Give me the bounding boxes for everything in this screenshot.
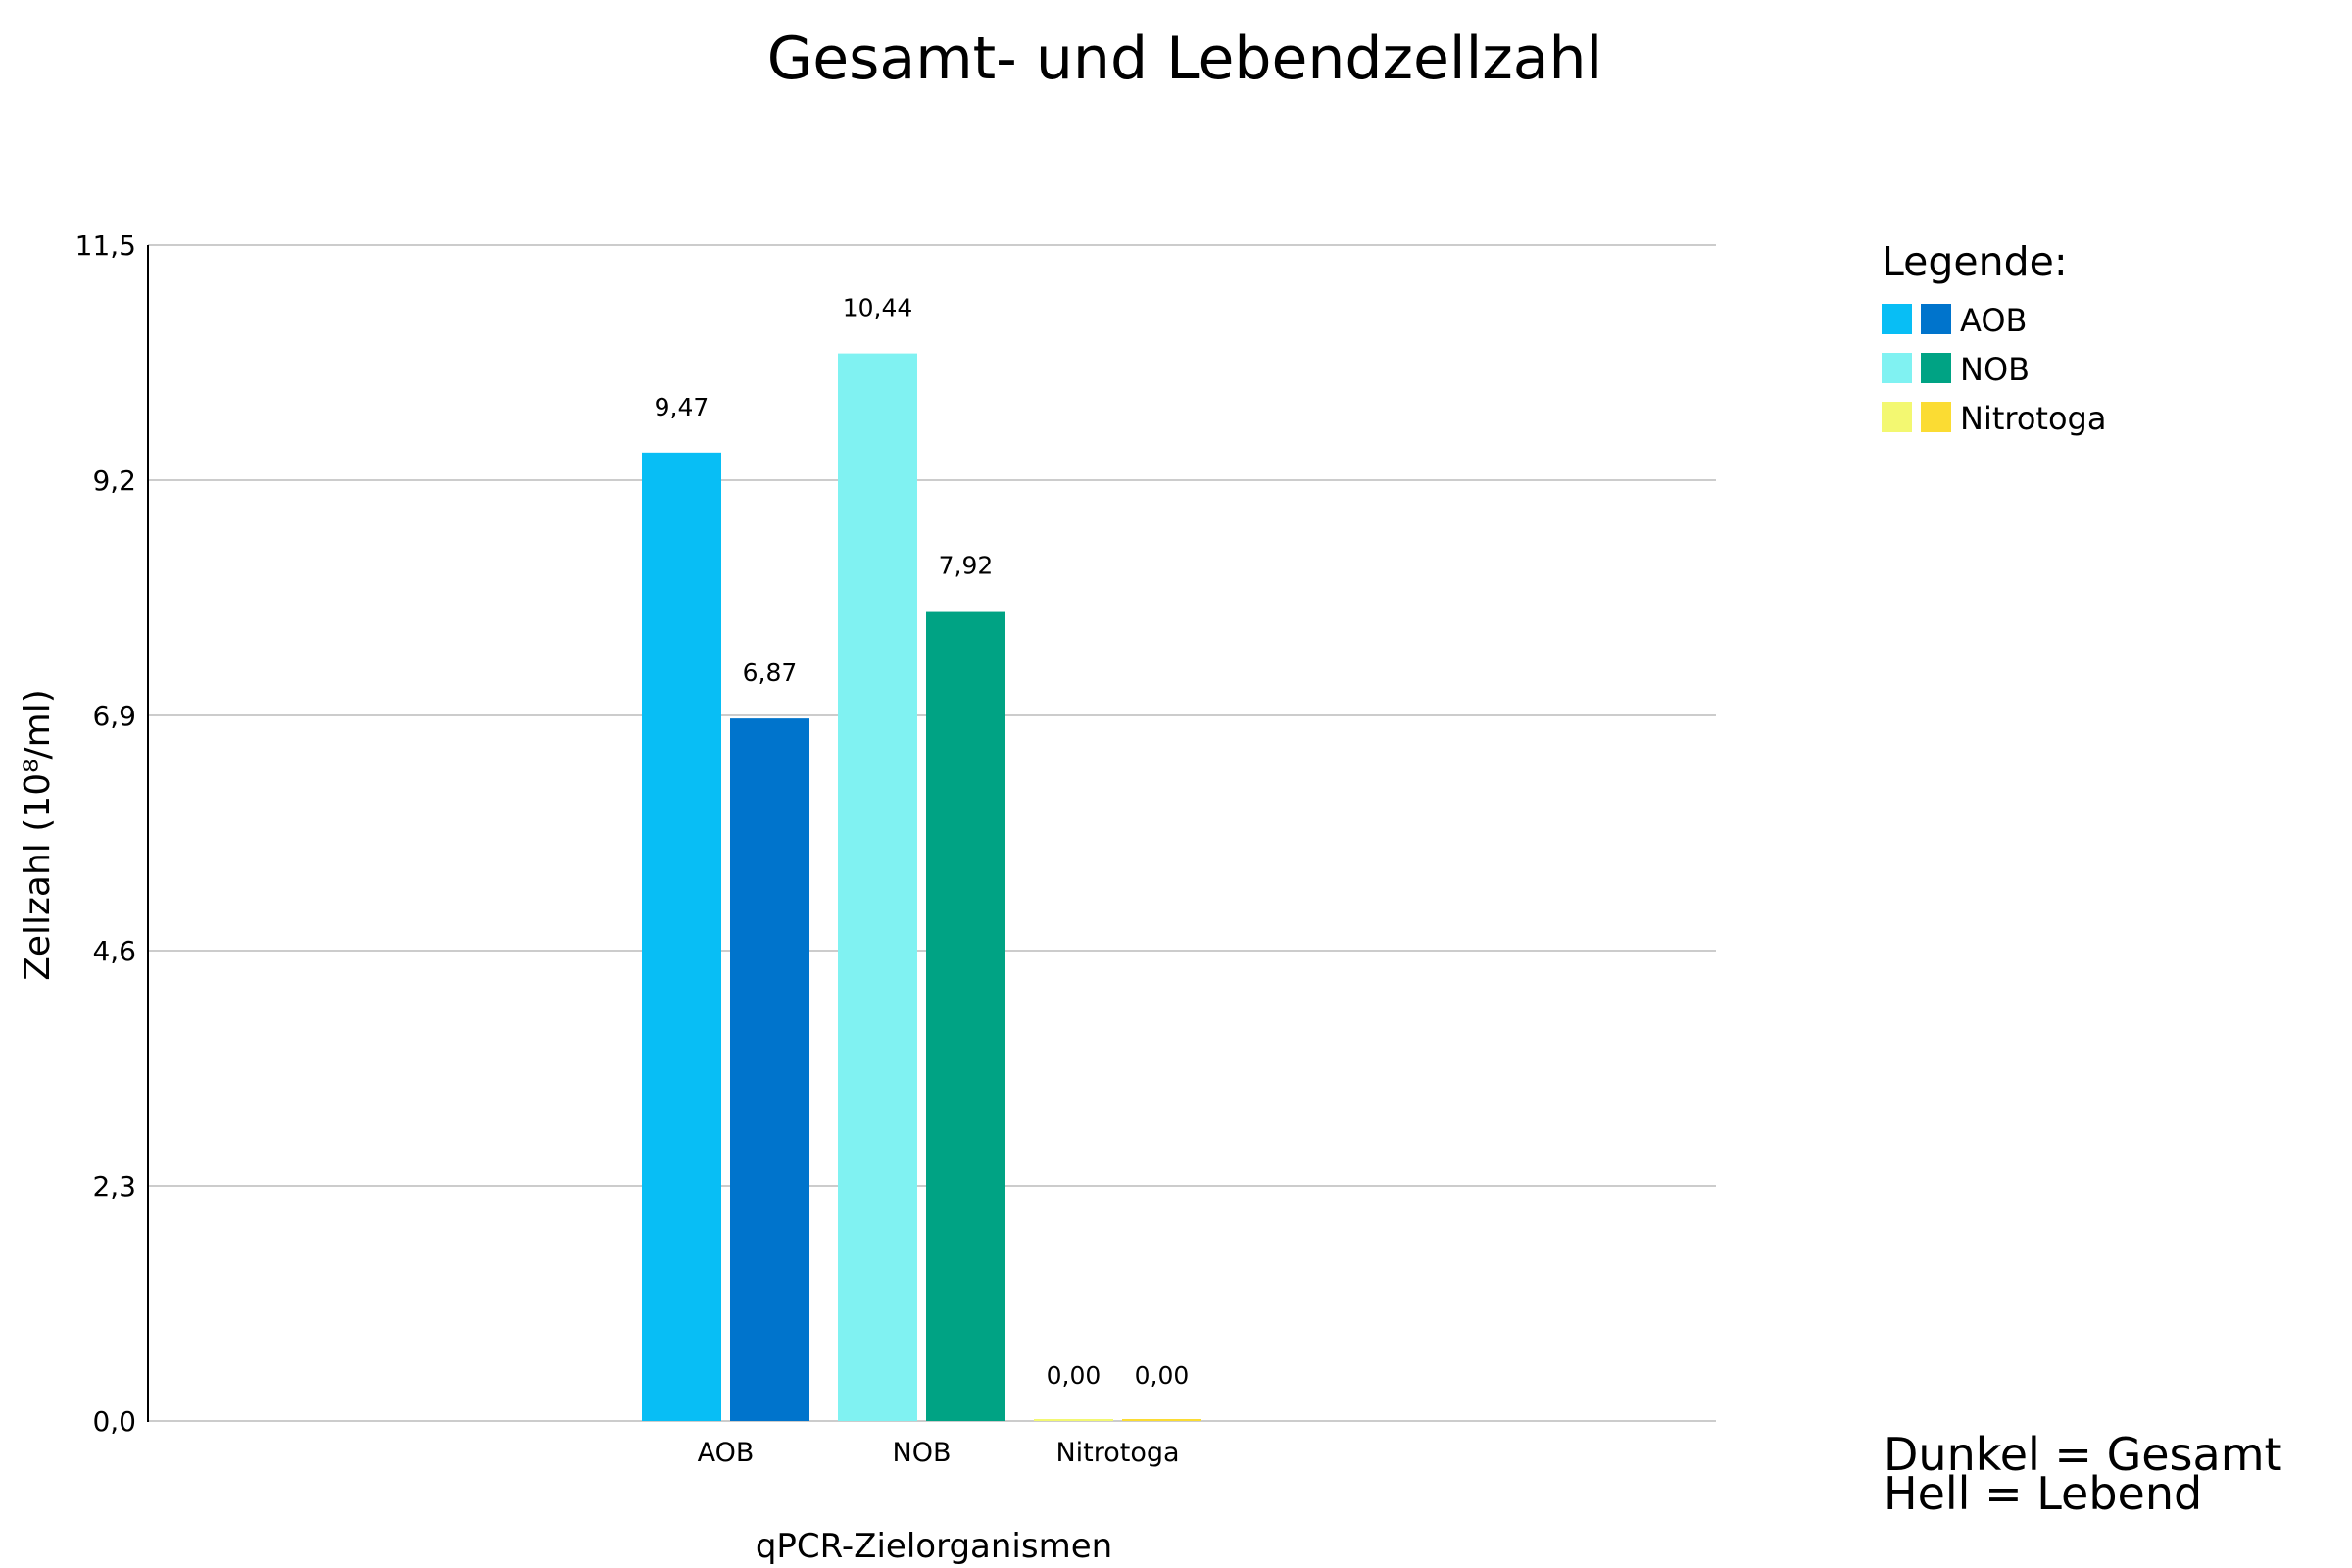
data-label: 0,00: [1135, 1361, 1190, 1390]
legend-swatch-dark: [1921, 353, 1951, 383]
note-light: Hell = Lebend: [1884, 1467, 2202, 1520]
bar-nob-gesamt: [926, 611, 1005, 1421]
bar-nitrotoga-lebend: [1034, 1419, 1113, 1421]
x-tick-label: Nitrotoga: [1055, 1438, 1179, 1468]
note-dark: Dunkel = Gesamt: [1884, 1428, 2282, 1481]
legend-swatch-light: [1882, 402, 1912, 432]
y-tick-label: 6,9: [92, 700, 136, 732]
legend-swatch-light: [1882, 353, 1912, 383]
value-labels: 9,47 6,87 10,44 7,92 0,00 0,00: [655, 294, 1190, 1390]
legend-swatch-dark: [1921, 402, 1951, 432]
color-note: Dunkel = Gesamt Hell = Lebend: [1884, 1428, 2282, 1520]
bar-aob-gesamt: [730, 718, 809, 1421]
legend-label: NOB: [1960, 351, 2030, 388]
y-tick-label: 0,0: [92, 1405, 136, 1438]
y-tick-label: 2,3: [92, 1170, 136, 1202]
legend-swatch-dark: [1921, 304, 1951, 334]
y-axis-label: Zellzahl (10⁸/ml): [18, 689, 58, 981]
legend-label: AOB: [1960, 302, 2027, 339]
x-tick-label: NOB: [893, 1438, 952, 1468]
data-label: 0,00: [1047, 1361, 1102, 1390]
bar-nob-lebend: [838, 353, 917, 1422]
bar-nitrotoga-gesamt: [1122, 1419, 1201, 1421]
legend-label: Nitrotoga: [1960, 400, 2106, 437]
data-label: 7,92: [939, 552, 994, 580]
bars: [642, 353, 1201, 1422]
y-tick-label: 11,5: [75, 229, 136, 262]
y-tick-label: 4,6: [92, 935, 136, 967]
data-label: 6,87: [743, 659, 798, 687]
x-tick-label: AOB: [698, 1438, 755, 1468]
legend-title: Legende:: [1882, 238, 2068, 285]
data-label: 9,47: [655, 393, 710, 421]
data-label: 10,44: [843, 294, 913, 322]
y-tick-labels: 0,0 2,3 4,6 6,9 9,2 11,5: [75, 229, 136, 1438]
legend-swatch-light: [1882, 304, 1912, 334]
x-axis-label: qPCR-Zielorganismen: [756, 1527, 1112, 1566]
bar-aob-lebend: [642, 452, 721, 1422]
chart-title: Gesamt- und Lebendzellzahl: [767, 24, 1602, 93]
y-tick-label: 9,2: [92, 465, 136, 497]
x-tick-labels: AOB NOB Nitrotoga: [698, 1438, 1180, 1468]
legend: Legende: AOB NOB Nitrotoga: [1882, 238, 2106, 437]
